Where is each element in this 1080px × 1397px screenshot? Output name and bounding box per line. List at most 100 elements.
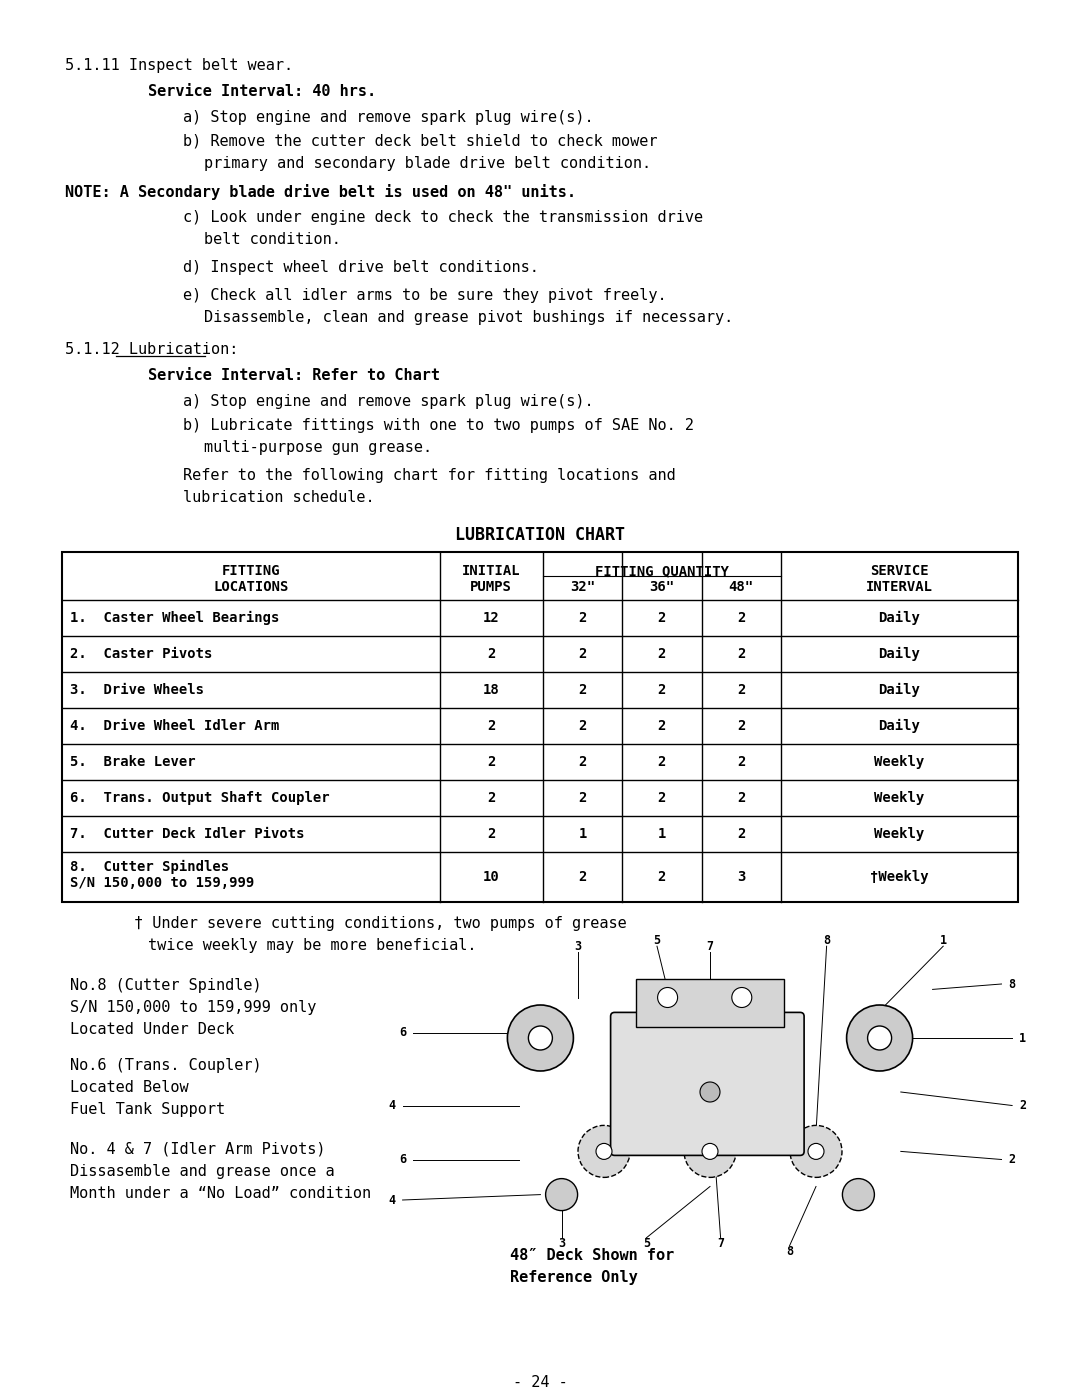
Text: NOTE: A Secondary blade drive belt is used on 48" units.: NOTE: A Secondary blade drive belt is us…: [65, 184, 576, 200]
Text: b) Remove the cutter deck belt shield to check mower: b) Remove the cutter deck belt shield to…: [183, 134, 658, 149]
Text: Weekly: Weekly: [875, 754, 924, 768]
Text: 48″ Deck Shown for: 48″ Deck Shown for: [510, 1248, 674, 1263]
Text: 1: 1: [1020, 1031, 1026, 1045]
Text: Reference Only: Reference Only: [510, 1270, 638, 1285]
Text: Month under a “No Load” condition: Month under a “No Load” condition: [70, 1186, 372, 1201]
Text: No. 4 & 7 (Idler Arm Pivots): No. 4 & 7 (Idler Arm Pivots): [70, 1141, 325, 1157]
Text: 1.  Caster Wheel Bearings: 1. Caster Wheel Bearings: [70, 610, 280, 624]
Text: Daily: Daily: [878, 683, 920, 697]
Text: 7.  Cutter Deck Idler Pivots: 7. Cutter Deck Idler Pivots: [70, 827, 305, 841]
Circle shape: [732, 988, 752, 1007]
Text: lubrication schedule.: lubrication schedule.: [183, 490, 375, 504]
Text: 2: 2: [737, 610, 745, 624]
Text: Disassemble, clean and grease pivot bushings if necessary.: Disassemble, clean and grease pivot bush…: [204, 310, 733, 326]
Text: twice weekly may be more beneficial.: twice weekly may be more beneficial.: [148, 937, 476, 953]
Text: 2: 2: [487, 719, 496, 733]
Text: INTERVAL: INTERVAL: [866, 580, 933, 594]
Text: 5: 5: [653, 935, 661, 947]
Circle shape: [508, 1004, 573, 1071]
Text: b) Lubricate fittings with one to two pumps of SAE No. 2: b) Lubricate fittings with one to two pu…: [183, 418, 694, 433]
Text: 3.  Drive Wheels: 3. Drive Wheels: [70, 683, 204, 697]
Bar: [636, 979, 784, 1027]
Text: Located Under Deck: Located Under Deck: [70, 1023, 234, 1037]
Text: INITIAL: INITIAL: [462, 564, 521, 578]
Text: 10: 10: [483, 870, 500, 884]
Text: 2: 2: [487, 827, 496, 841]
Circle shape: [545, 1179, 578, 1211]
Circle shape: [789, 1126, 842, 1178]
Circle shape: [847, 1004, 913, 1071]
Text: 7: 7: [706, 940, 714, 953]
Circle shape: [702, 1143, 718, 1160]
Text: 2: 2: [658, 683, 666, 697]
Circle shape: [596, 1143, 612, 1160]
Text: 8: 8: [786, 1245, 793, 1257]
Text: LOCATIONS: LOCATIONS: [213, 580, 288, 594]
Text: 8.  Cutter Spindles: 8. Cutter Spindles: [70, 861, 229, 875]
Text: 2: 2: [487, 754, 496, 768]
Text: 2: 2: [658, 870, 666, 884]
Text: Fuel Tank Support: Fuel Tank Support: [70, 1102, 225, 1118]
Text: 2: 2: [579, 683, 586, 697]
Text: 3: 3: [573, 940, 581, 953]
Text: 2: 2: [1020, 1099, 1026, 1112]
Text: a) Stop engine and remove spark plug wire(s).: a) Stop engine and remove spark plug wir…: [183, 394, 594, 409]
Text: a) Stop engine and remove spark plug wire(s).: a) Stop engine and remove spark plug wir…: [183, 110, 594, 124]
Text: 18: 18: [483, 683, 500, 697]
Text: 5.  Brake Lever: 5. Brake Lever: [70, 754, 195, 768]
Text: 32": 32": [570, 580, 595, 594]
Text: Daily: Daily: [878, 647, 920, 661]
Text: 8: 8: [1009, 978, 1015, 990]
Text: d) Inspect wheel drive belt conditions.: d) Inspect wheel drive belt conditions.: [183, 260, 539, 275]
Text: multi-purpose gun grease.: multi-purpose gun grease.: [204, 440, 432, 455]
Text: 6: 6: [399, 1027, 406, 1039]
Text: 12: 12: [483, 610, 500, 624]
Text: 5: 5: [643, 1236, 650, 1250]
Text: LUBRICATION CHART: LUBRICATION CHART: [455, 527, 625, 543]
Text: 2: 2: [579, 791, 586, 805]
Circle shape: [528, 1025, 552, 1051]
Text: 4: 4: [389, 1193, 395, 1207]
Circle shape: [808, 1143, 824, 1160]
Text: 8: 8: [823, 935, 831, 947]
Text: Refer to the following chart for fitting locations and: Refer to the following chart for fitting…: [183, 468, 676, 483]
Text: 3: 3: [737, 870, 745, 884]
Text: 2: 2: [737, 647, 745, 661]
Text: 2: 2: [579, 754, 586, 768]
Text: 2: 2: [737, 754, 745, 768]
Text: 2: 2: [487, 647, 496, 661]
Text: 2: 2: [737, 719, 745, 733]
Text: 6.  Trans. Output Shaft Coupler: 6. Trans. Output Shaft Coupler: [70, 791, 329, 805]
Text: belt condition.: belt condition.: [204, 232, 341, 247]
Text: No.6 (Trans. Coupler): No.6 (Trans. Coupler): [70, 1058, 261, 1073]
Circle shape: [578, 1126, 630, 1178]
Circle shape: [700, 1083, 720, 1102]
Text: 2: 2: [737, 683, 745, 697]
Text: Daily: Daily: [878, 610, 920, 624]
Text: 2: 2: [579, 719, 586, 733]
Text: 4.  Drive Wheel Idler Arm: 4. Drive Wheel Idler Arm: [70, 719, 280, 733]
Text: c) Look under engine deck to check the transmission drive: c) Look under engine deck to check the t…: [183, 210, 703, 225]
Bar: [62, 552, 1018, 902]
Text: - 24 -: - 24 -: [513, 1375, 567, 1390]
Text: 2: 2: [737, 791, 745, 805]
Text: primary and secondary blade drive belt condition.: primary and secondary blade drive belt c…: [204, 156, 651, 170]
Text: e) Check all idler arms to be sure they pivot freely.: e) Check all idler arms to be sure they …: [183, 288, 666, 303]
Circle shape: [658, 988, 677, 1007]
Text: FITTING QUANTITY: FITTING QUANTITY: [595, 564, 729, 578]
Circle shape: [684, 1126, 735, 1178]
Text: 36": 36": [649, 580, 674, 594]
Text: †Weekly: †Weekly: [870, 870, 929, 884]
Text: Service Interval: 40 hrs.: Service Interval: 40 hrs.: [148, 84, 376, 99]
Text: 2: 2: [487, 791, 496, 805]
Text: Weekly: Weekly: [875, 791, 924, 805]
Text: 2: 2: [658, 647, 666, 661]
Text: 48": 48": [729, 580, 754, 594]
Text: 2: 2: [579, 870, 586, 884]
Text: SERVICE: SERVICE: [870, 564, 929, 578]
Text: Daily: Daily: [878, 719, 920, 733]
FancyBboxPatch shape: [610, 1013, 805, 1155]
Text: † Under severe cutting conditions, two pumps of grease: † Under severe cutting conditions, two p…: [134, 916, 626, 930]
Text: FITTING: FITTING: [221, 564, 280, 578]
Text: 6: 6: [399, 1153, 406, 1166]
